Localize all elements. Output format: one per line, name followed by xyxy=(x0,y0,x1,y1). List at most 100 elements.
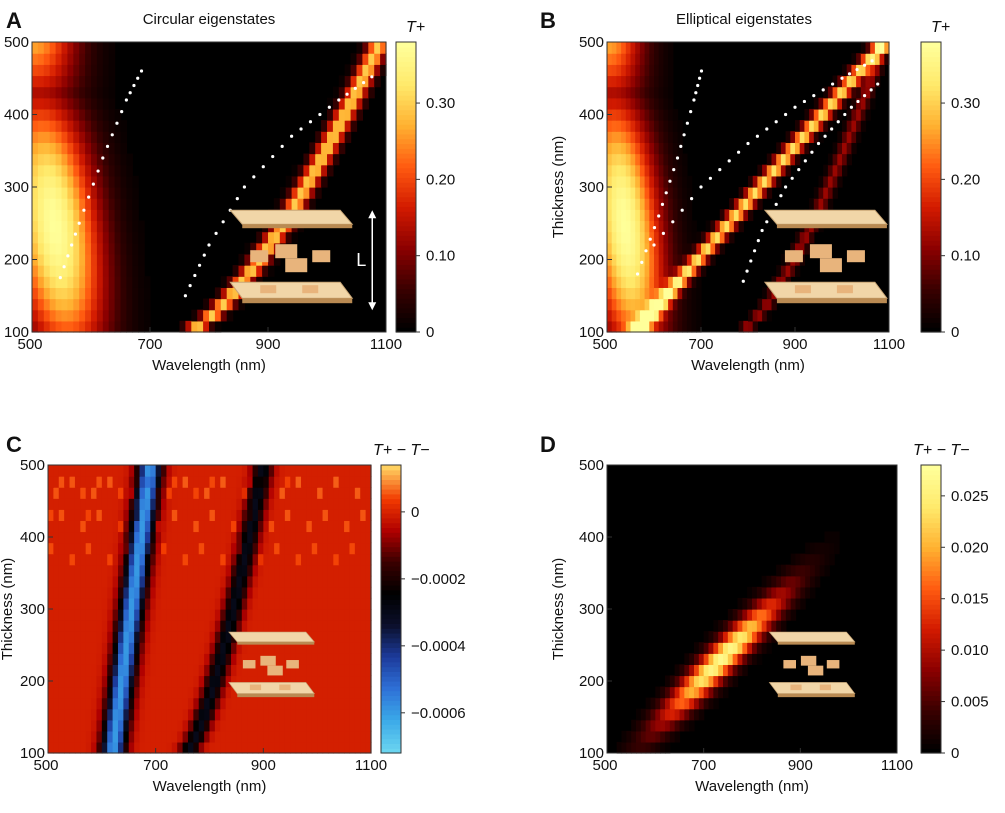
heatmap-cell xyxy=(236,498,243,510)
heatmap-cell xyxy=(69,542,76,555)
colorbar-frame xyxy=(395,41,417,333)
colorbar-segment xyxy=(921,85,941,91)
heatmap-cell xyxy=(155,631,162,643)
heatmap-cell xyxy=(74,653,81,665)
guide-dot xyxy=(207,243,211,247)
heatmap-cell xyxy=(756,642,763,654)
colorbar-segment xyxy=(381,709,401,716)
heatmap-cell xyxy=(214,298,222,311)
heatmap-cell xyxy=(69,642,76,654)
heatmap-cell xyxy=(660,708,666,721)
colorbar-segment xyxy=(381,493,401,500)
heatmap-cell xyxy=(134,664,141,677)
y-tick-label: 300 xyxy=(579,601,604,618)
heatmap-cell xyxy=(263,620,270,632)
heatmap-cell xyxy=(61,287,68,300)
heatmap-cell xyxy=(37,120,45,132)
heatmap-cell xyxy=(742,653,748,665)
guide-dot xyxy=(96,169,100,173)
heatmap-cell xyxy=(837,164,843,177)
heatmap-cell xyxy=(79,64,86,77)
heatmap-cell xyxy=(32,231,39,244)
heatmap-cell xyxy=(58,498,65,510)
heatmap-cell xyxy=(177,597,184,610)
heatmap-cell xyxy=(870,53,876,65)
heatmap-cell xyxy=(112,465,119,477)
colorbar-segment xyxy=(381,609,401,615)
top-plate xyxy=(763,209,889,225)
heatmap-cell xyxy=(333,708,340,721)
heatmap-cell xyxy=(108,142,116,155)
heatmap-cell xyxy=(73,231,80,244)
heatmap-cell xyxy=(37,97,45,110)
heatmap-cell xyxy=(37,242,45,255)
heatmap-cell xyxy=(96,131,104,143)
heatmap-cell xyxy=(279,498,286,510)
heatmap-cell xyxy=(349,642,356,654)
heatmap-cell xyxy=(870,86,876,99)
heatmap-cell xyxy=(727,620,734,632)
heatmap-cell xyxy=(91,164,98,177)
heatmap-cell xyxy=(58,609,65,621)
heatmap-cell xyxy=(644,209,650,222)
heatmap-cell xyxy=(338,597,345,610)
heatmap-cell xyxy=(225,730,232,743)
heatmap-cell xyxy=(668,164,674,177)
heatmap-cell xyxy=(631,741,637,754)
dotted-guide-3 xyxy=(741,82,880,283)
heatmap-cell xyxy=(349,609,356,621)
heatmap-cell xyxy=(37,209,45,222)
heatmap-cell xyxy=(349,487,356,499)
heatmap-cell xyxy=(669,719,676,732)
heatmap-cell xyxy=(672,142,679,155)
heatmap-cell xyxy=(635,231,641,244)
heatmap-cell xyxy=(274,564,281,577)
guide-dot xyxy=(105,144,110,148)
heatmap-cell xyxy=(640,730,647,743)
heatmap-cell xyxy=(689,697,695,710)
heatmap-cell xyxy=(698,697,705,710)
heatmap-cell xyxy=(672,120,679,132)
heatmap-cell xyxy=(279,708,286,721)
heatmap-cell xyxy=(668,220,674,233)
heatmap-cell xyxy=(301,531,307,544)
heatmap-cell xyxy=(263,476,270,488)
heatmap-cell xyxy=(635,75,641,88)
heatmap-cell xyxy=(171,531,178,544)
heatmap-cell xyxy=(91,686,98,699)
top-plate xyxy=(228,631,316,643)
heatmap-cell xyxy=(644,231,650,244)
heatmap-cell xyxy=(824,564,830,577)
heatmap-cell xyxy=(311,719,318,732)
heatmap-cell xyxy=(607,131,613,143)
heatmap-cell xyxy=(177,708,184,721)
heatmap-cell xyxy=(214,609,221,621)
heatmap-cell xyxy=(327,741,334,754)
heatmap-cell xyxy=(48,465,54,477)
heatmap-cell xyxy=(128,498,135,510)
heatmap-cell xyxy=(832,175,838,188)
heatmap-cell xyxy=(350,108,358,121)
heatmap-cell xyxy=(120,175,127,188)
heatmap-cell xyxy=(107,675,114,688)
heatmap-cell xyxy=(823,175,829,188)
heatmap-cell xyxy=(295,642,302,654)
colorbar-segment xyxy=(921,303,941,309)
heatmap-cell xyxy=(117,708,124,721)
heatmap-cell xyxy=(85,231,92,244)
heatmap-cell xyxy=(752,653,758,665)
heatmap-cell xyxy=(220,276,228,288)
heatmap-cell xyxy=(53,520,60,533)
heatmap-cell xyxy=(108,175,116,188)
colorbar-frame xyxy=(920,464,942,754)
colorbar-segment xyxy=(381,748,401,754)
heatmap-cell xyxy=(241,730,248,743)
heatmap-cell xyxy=(686,287,693,300)
heatmap-cell xyxy=(856,86,862,99)
heatmap-cell xyxy=(64,498,71,510)
colorbar-segment xyxy=(921,724,941,730)
heatmap-cell xyxy=(171,487,178,499)
heatmap-cell xyxy=(279,564,286,577)
